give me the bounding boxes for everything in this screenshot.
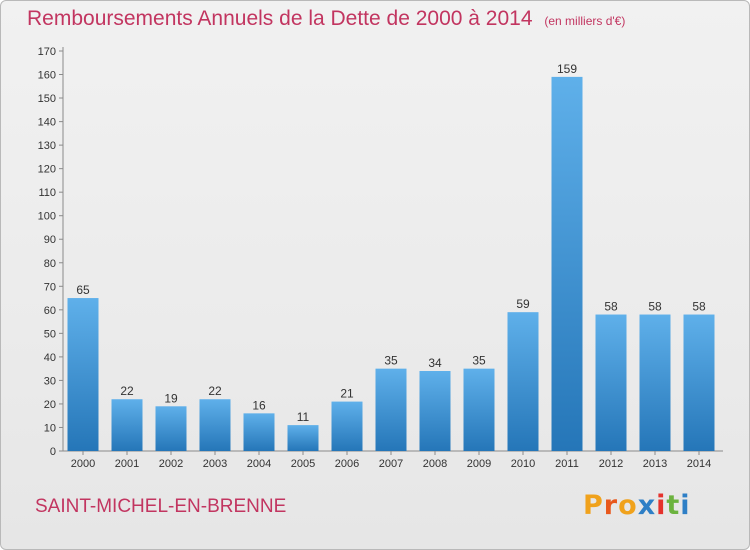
chart-unit: (en milliers d'€) xyxy=(544,14,626,28)
town-name: SAINT-MICHEL-EN-BRENNE xyxy=(35,496,287,517)
x-tick-label: 2003 xyxy=(203,458,227,470)
data-label: 58 xyxy=(692,300,706,314)
logo-letter: P xyxy=(583,490,604,521)
logo-letter: r xyxy=(603,490,619,521)
y-tick-label: 90 xyxy=(44,234,56,246)
bar xyxy=(243,413,275,451)
x-tick-label: 2005 xyxy=(291,458,315,470)
y-tick-label: 100 xyxy=(38,211,56,223)
x-tick-label: 2014 xyxy=(687,458,711,470)
logo-letter: x xyxy=(637,490,657,521)
data-label: 16 xyxy=(252,398,266,412)
data-label: 35 xyxy=(384,354,398,368)
y-tick-label: 20 xyxy=(44,399,56,411)
logo-letter: i xyxy=(680,490,691,521)
x-tick-label: 2011 xyxy=(555,458,579,470)
data-label: 65 xyxy=(76,283,90,297)
logo-letter: t xyxy=(666,490,681,521)
y-tick-label: 70 xyxy=(44,281,56,293)
data-label: 21 xyxy=(340,387,354,401)
data-label: 159 xyxy=(557,62,577,76)
x-tick-label: 2008 xyxy=(423,458,447,470)
chart-title: Remboursements Annuels de la Dette de 20… xyxy=(27,7,625,31)
bar xyxy=(331,401,363,451)
x-tick-label: 2010 xyxy=(511,458,535,470)
y-tick-label: 40 xyxy=(44,352,56,364)
x-tick-label: 2012 xyxy=(599,458,623,470)
bar xyxy=(67,298,99,451)
x-tick-label: 2013 xyxy=(643,458,667,470)
data-label: 11 xyxy=(297,410,310,424)
y-tick-label: 60 xyxy=(44,305,56,317)
bar xyxy=(639,314,671,451)
logo-letter: o xyxy=(618,490,638,521)
y-tick-label: 80 xyxy=(44,258,56,270)
x-tick-label: 2009 xyxy=(467,458,491,470)
proxiti-logo: Proxiti xyxy=(583,490,691,521)
y-tick-label: 170 xyxy=(38,46,56,58)
data-label: 58 xyxy=(604,300,618,314)
data-label: 19 xyxy=(164,391,178,405)
data-label: 22 xyxy=(208,384,222,398)
y-tick-label: 0 xyxy=(50,446,56,458)
data-label: 59 xyxy=(516,297,530,311)
data-label: 58 xyxy=(648,300,662,314)
y-tick-label: 120 xyxy=(38,164,56,176)
bar xyxy=(419,371,451,451)
x-tick-label: 2000 xyxy=(71,458,95,470)
bar xyxy=(199,399,231,451)
bar xyxy=(463,368,495,451)
chart-title-text: Remboursements Annuels de la Dette de 20… xyxy=(27,7,533,30)
bar xyxy=(111,399,143,451)
data-label: 34 xyxy=(428,356,442,370)
x-tick-label: 2001 xyxy=(115,458,139,470)
bar xyxy=(595,314,627,451)
bar xyxy=(155,406,187,451)
y-tick-label: 130 xyxy=(38,140,56,152)
y-tick-label: 30 xyxy=(44,375,56,387)
bar xyxy=(287,425,319,451)
y-tick-label: 140 xyxy=(38,117,56,129)
y-tick-label: 10 xyxy=(44,422,56,434)
bar xyxy=(551,76,583,451)
x-tick-label: 2004 xyxy=(247,458,271,470)
x-tick-label: 2002 xyxy=(159,458,183,470)
x-tick-label: 2006 xyxy=(335,458,359,470)
y-tick-label: 50 xyxy=(44,328,56,340)
y-tick-label: 160 xyxy=(38,70,56,82)
logo-letter: i xyxy=(656,490,667,521)
bar xyxy=(507,312,539,451)
y-tick-label: 110 xyxy=(38,187,56,199)
data-label: 35 xyxy=(472,354,486,368)
x-tick-label: 2007 xyxy=(379,458,403,470)
y-tick-label: 150 xyxy=(38,93,56,105)
bar xyxy=(683,314,715,451)
bar xyxy=(375,368,407,451)
data-label: 22 xyxy=(120,384,134,398)
